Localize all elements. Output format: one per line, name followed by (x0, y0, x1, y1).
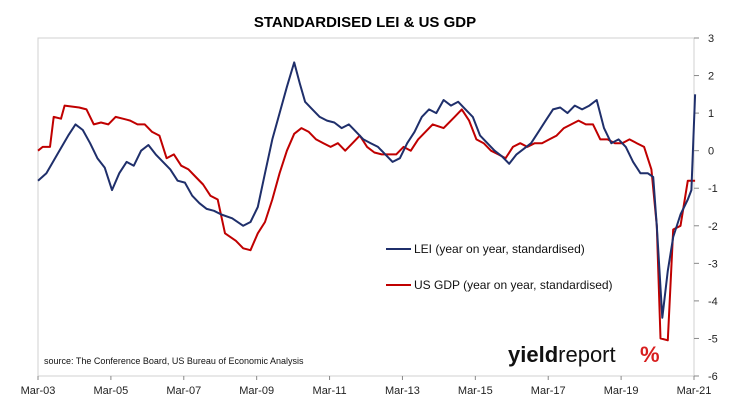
y-tick-label: 3 (708, 33, 714, 45)
series-line-lei (37, 61, 697, 319)
x-tick-label: Mar-05 (93, 385, 128, 397)
yieldreport-logo: yieldreport % (508, 342, 660, 367)
y-tick-label: -6 (708, 371, 718, 383)
y-tick-label: -3 (708, 258, 718, 270)
x-tick-label: Mar-21 (677, 385, 712, 397)
plot-area (37, 37, 695, 377)
x-tick-label: Mar-19 (604, 385, 639, 397)
x-tick-label: Mar-07 (166, 385, 201, 397)
chart-title: STANDARDISED LEI & US GDP (254, 14, 476, 31)
svg-text:yieldreport: yieldreport (508, 342, 616, 367)
source-note: source: The Conference Board, US Bureau … (44, 356, 304, 366)
y-tick-label: 0 (708, 146, 714, 158)
x-tick-label: Mar-15 (458, 385, 493, 397)
y-tick-label: -5 (708, 333, 718, 345)
y-tick-label: 2 (708, 71, 714, 83)
x-tick-label: Mar-11 (313, 385, 347, 397)
y-tick-label: 1 (708, 108, 714, 120)
y-axis: 3 2 1 0 -1 -2 -3 -4 -5 -6 (694, 33, 718, 383)
logo-percent-icon: % (640, 342, 660, 367)
series-line-gdp (37, 104, 696, 342)
legend: LEI (year on year, standardised) US GDP … (386, 242, 613, 292)
logo-text-yield: yield (508, 342, 558, 367)
y-tick-label: -4 (708, 296, 718, 308)
series-layer (37, 61, 697, 342)
y-tick-label: -2 (708, 221, 718, 233)
x-tick-label: Mar-09 (239, 385, 274, 397)
x-tick-label: Mar-13 (385, 385, 420, 397)
x-tick-label: Mar-03 (21, 385, 56, 397)
x-tick-label: Mar-17 (531, 385, 566, 397)
legend-label-gdp: US GDP (year on year, standardised) (414, 278, 613, 292)
x-axis: Mar-03 Mar-05 Mar-07 Mar-09 Mar-11 Mar-13 Mar-… (21, 376, 712, 397)
logo-text-report: report (558, 342, 615, 367)
y-tick-label: -1 (708, 183, 718, 195)
legend-label-lei: LEI (year on year, standardised) (414, 242, 585, 256)
